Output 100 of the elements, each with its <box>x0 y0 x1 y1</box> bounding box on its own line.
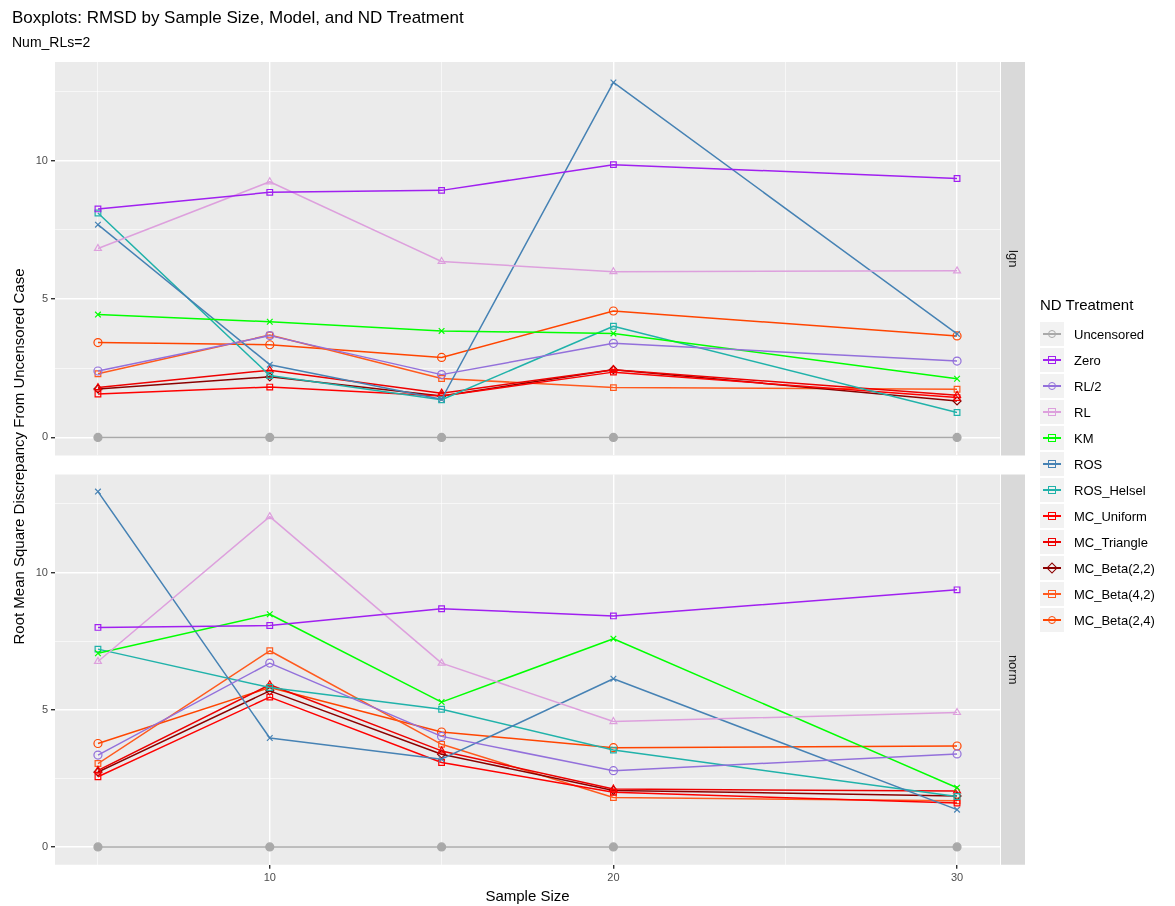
point <box>952 749 962 759</box>
x-tick-label: 10 <box>263 871 276 884</box>
point <box>266 734 274 742</box>
point <box>609 322 617 330</box>
point <box>952 390 962 398</box>
point <box>952 707 962 716</box>
point <box>953 806 961 814</box>
point <box>438 605 446 613</box>
y-axis-title: Root Mean Square Discrepancy From Uncensored Case <box>9 267 27 647</box>
point <box>94 760 102 767</box>
x-axis-title: Sample Size <box>485 887 570 905</box>
point <box>94 311 102 319</box>
point <box>608 338 619 348</box>
point <box>438 705 446 713</box>
legend-label: KM <box>1074 430 1094 446</box>
legend-label: ROS <box>1074 456 1103 472</box>
point <box>265 686 275 696</box>
point <box>265 365 274 373</box>
point <box>265 177 274 185</box>
point <box>93 366 103 376</box>
point <box>953 394 961 402</box>
point <box>265 432 275 443</box>
y-tick-label: 10 <box>35 565 48 578</box>
point <box>94 221 102 229</box>
y-tick-label: 10 <box>35 153 48 166</box>
point <box>608 432 619 443</box>
x-tick-label: 30 <box>950 871 964 884</box>
point <box>265 340 275 350</box>
point <box>266 622 274 629</box>
point <box>438 698 446 706</box>
point <box>93 432 103 443</box>
legend-label: RL <box>1074 404 1091 420</box>
point <box>93 656 103 665</box>
point <box>266 383 274 391</box>
point <box>609 161 617 169</box>
y-tick-label: 0 <box>41 840 48 852</box>
point <box>952 432 962 443</box>
legend-label: MC_Beta(4,2) <box>1074 586 1155 602</box>
point <box>94 649 102 657</box>
y-tick-label: 5 <box>41 292 48 305</box>
point <box>953 385 961 393</box>
point <box>952 842 962 852</box>
point <box>436 842 447 852</box>
point <box>436 352 447 363</box>
point <box>437 256 446 265</box>
point <box>438 186 446 194</box>
point <box>265 842 275 852</box>
legend-label: Uncensored <box>1074 326 1145 342</box>
point <box>438 740 446 748</box>
point <box>609 794 617 801</box>
point <box>953 409 961 416</box>
point <box>437 746 446 754</box>
point <box>608 306 619 316</box>
chart-subtitle: Num_RLs=2 <box>12 34 91 50</box>
point <box>266 693 274 701</box>
point <box>94 624 102 631</box>
point <box>94 370 102 378</box>
point <box>953 175 961 182</box>
point <box>93 243 103 252</box>
point <box>438 755 446 763</box>
point <box>609 716 618 725</box>
point <box>953 586 961 594</box>
point <box>952 356 962 366</box>
point <box>953 375 961 383</box>
legend-label: ROS_Helsel <box>1074 482 1146 498</box>
point <box>436 370 447 380</box>
point <box>265 658 275 668</box>
point <box>438 327 446 335</box>
point <box>952 741 962 751</box>
point <box>609 784 618 792</box>
point <box>93 750 103 760</box>
point <box>608 842 619 852</box>
point <box>436 727 447 737</box>
point <box>437 658 446 666</box>
point <box>952 266 962 274</box>
legend-label: MC_Triangle <box>1074 534 1148 550</box>
point <box>609 635 617 643</box>
y-tick-label: 0 <box>41 430 48 443</box>
legend-title: ND Treatment <box>1040 296 1135 313</box>
text: lgn <box>1006 250 1022 268</box>
point <box>93 337 103 348</box>
text: norm <box>1006 654 1022 685</box>
x-tick-label: 20 <box>607 871 620 884</box>
legend-label: RL/2 <box>1074 378 1102 394</box>
legend-label: MC_Beta(2,2) <box>1074 560 1155 576</box>
point <box>609 675 617 683</box>
point <box>609 612 617 620</box>
point <box>266 647 274 655</box>
y-tick-label: 5 <box>41 702 48 715</box>
point <box>266 188 274 196</box>
legend-label: MC_Uniform <box>1074 508 1147 524</box>
point <box>266 361 274 369</box>
point <box>438 759 446 766</box>
chart-title: Boxplots: RMSD by Sample Size, Model, and ND Treatment <box>12 8 464 28</box>
point <box>94 645 102 653</box>
point <box>436 432 447 443</box>
point <box>609 384 617 392</box>
point <box>94 390 102 398</box>
legend-label: MC_Beta(2,4) <box>1074 612 1155 628</box>
point <box>952 396 962 406</box>
